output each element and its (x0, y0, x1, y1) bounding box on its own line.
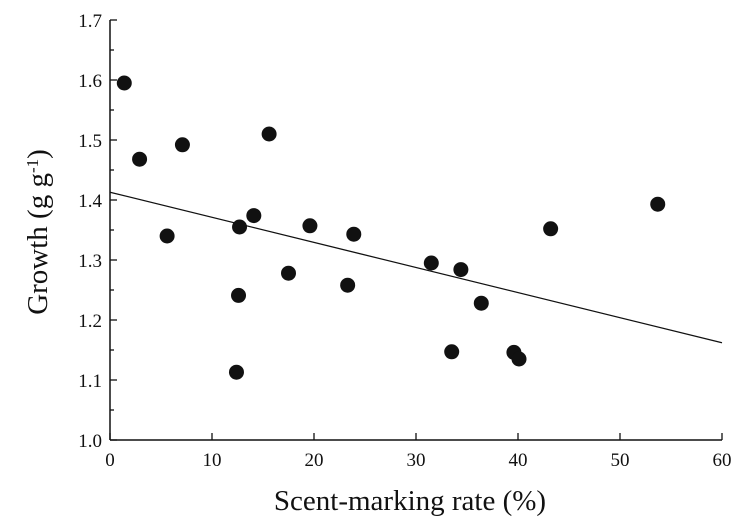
x-tick-label: 60 (713, 450, 732, 471)
trend-line (109, 191, 723, 344)
y-axis-title-close: ) (22, 149, 54, 159)
x-tick-label: 40 (509, 450, 528, 471)
data-point (444, 344, 460, 360)
y-tick-label: 1.4 (78, 191, 102, 212)
data-point (346, 226, 362, 242)
data-point (246, 208, 262, 224)
y-tick-label: 1.1 (78, 371, 102, 392)
data-point (473, 295, 489, 311)
y-tick-label: 1.5 (78, 131, 102, 152)
x-tick-label: 0 (105, 450, 115, 471)
data-point (281, 265, 296, 281)
x-axis-title: Scent-marking rate (%) (274, 485, 546, 517)
data-point (232, 219, 248, 235)
x-tick-label: 10 (203, 450, 222, 471)
y-axis-title: Growth (g g-1) (22, 149, 54, 315)
data-point (116, 75, 132, 91)
x-tick-label: 20 (305, 450, 324, 471)
y-ticks: 1.0 1.1 1.2 1.3 1.4 1.5 1.6 1.7 (78, 11, 117, 452)
y-axis-title-main: Growth (g g (22, 173, 54, 315)
x-tick-label: 50 (611, 450, 630, 471)
y-axis-title-superscript: -1 (23, 159, 42, 173)
data-point (228, 364, 244, 380)
data-point (159, 228, 175, 244)
data-point (650, 196, 666, 212)
data-point (261, 126, 277, 142)
data-point (132, 151, 148, 167)
y-tick-label: 1.6 (78, 71, 102, 92)
data-point (543, 221, 559, 237)
y-tick-label: 1.3 (78, 251, 102, 272)
y-tick-label: 1.7 (78, 11, 102, 32)
x-tick-label: 30 (407, 450, 426, 471)
data-point (340, 277, 356, 293)
data-point (453, 262, 469, 278)
y-tick-label: 1.0 (78, 431, 102, 452)
data-point (302, 218, 318, 234)
data-point (423, 255, 439, 271)
x-ticks: 0 10 20 30 40 50 60 (105, 433, 732, 471)
data-point (511, 351, 527, 367)
axes (109, 20, 722, 441)
data-points (116, 75, 666, 380)
data-point (231, 287, 247, 303)
y-tick-label: 1.2 (78, 311, 102, 332)
data-point (174, 137, 190, 153)
